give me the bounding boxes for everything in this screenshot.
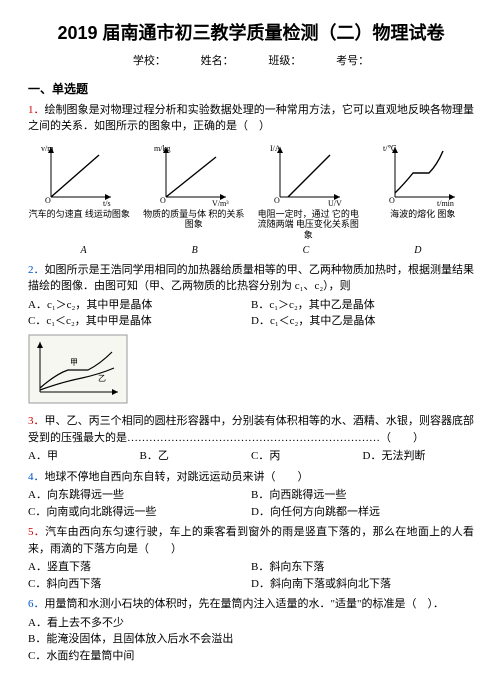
q4-opt-c: 向南或向北跳得远一些 — [46, 506, 156, 518]
q4-opt-a-key: A． — [28, 489, 47, 501]
q4-opt-d: 向任何方向跳都一样远 — [270, 506, 380, 518]
q2-opt-d: c₁＜c₂，其中乙是晶体 — [270, 315, 375, 327]
meta-exam: 考号： — [336, 55, 369, 67]
meta-class: 班级： — [268, 55, 301, 67]
q4-opt-a: 向东跳得远一些 — [47, 489, 124, 501]
svg-text:乙: 乙 — [98, 374, 106, 383]
q3-opt-a: A．甲 — [28, 448, 140, 465]
q5-text: 汽车由西向东匀速行驶，车上的乘客看到窗外的雨是竖直下落的，那么在地面上的人看来，… — [28, 526, 474, 555]
q4-opt-b: 向西跳得远一些 — [269, 489, 346, 501]
q2-opt-c: c₁＜c₂，其中甲是晶体 — [46, 315, 151, 327]
q5-opt-b: 斜向东下落 — [269, 561, 324, 573]
q6-opt-c: 水面约在量筒中间 — [46, 650, 134, 662]
q6-opt-a: 看上去不多不少 — [47, 617, 124, 629]
q4-opt-c-key: C． — [28, 506, 46, 518]
meta-name: 姓名： — [201, 55, 234, 67]
label-d: D — [414, 243, 421, 258]
graph-b: m/kg V/m³ O 物质的质量与体 积的关系图象 — [142, 141, 245, 241]
meta-row: 学校： 姓名： 班级： 考号： — [28, 53, 474, 70]
q6-opt-c-key: C． — [28, 650, 46, 662]
q3-options: A．甲 B．乙 C．丙 D．无法判断 — [28, 448, 474, 465]
q4-options: A．向东跳得远一些 B．向西跳得远一些 C．向南或向北跳得远一些 D．向任何方向… — [28, 487, 474, 520]
svg-text:O: O — [274, 196, 280, 205]
q6-opt-b-key: B． — [28, 633, 46, 645]
q1-abcd: A B C D — [28, 243, 474, 258]
q3-opt-b: B．乙 — [140, 448, 252, 465]
question-4: 4．地球不停地自西向东自转，对跳远运动员来讲（ ） — [28, 469, 474, 486]
q5-options: A．竖直下落 B．斜向东下落 C．斜向西下落 D．斜向南下落或斜向北下落 — [28, 559, 474, 592]
page-title: 2019 届南通市初三教学质量检测（二）物理试卷 — [28, 20, 474, 47]
question-5: 5．汽车由西向东匀速行驶，车上的乘客看到窗外的雨是竖直下落的，那么在地面上的人看… — [28, 524, 474, 557]
q2-options: A．c₁＞c₂，其中甲是晶体 B．c₁＞c₂，其中乙是晶体 C．c₁＜c₂，其中… — [28, 297, 474, 330]
graph-b-caption: 物质的质量与体 积的关系图象 — [142, 209, 245, 237]
q3-text: 甲、乙、丙三个相同的圆柱形容器中，分别装有体积相等的水、酒精、水银，则容器底部受… — [28, 415, 474, 444]
svg-text:t/min: t/min — [437, 199, 454, 207]
q5-opt-a-key: A． — [28, 561, 47, 573]
q3-number: 3． — [28, 415, 45, 427]
svg-text:m/kg: m/kg — [154, 144, 170, 153]
svg-text:I/A: I/A — [270, 144, 281, 153]
q5-opt-b-key: B． — [251, 561, 269, 573]
svg-text:O: O — [160, 196, 166, 205]
q2-opt-a: c₁＞c₂，其中甲是晶体 — [47, 299, 152, 311]
svg-text:v/m: v/m — [41, 144, 54, 153]
graph-a: v/m t/s O 汽车的匀速直 线运动图象 — [28, 141, 131, 241]
q5-opt-c: 斜向西下落 — [46, 578, 101, 590]
svg-text:O: O — [389, 196, 395, 205]
question-2: 2．如图所示是王浩同学用相同的加热器给质量相等的甲、乙两种物质加热时，根据测量结… — [28, 262, 474, 295]
graph-d: t/℃ t/min O 海波的熔化 图象 — [371, 141, 474, 241]
q6-opt-b: 能淹没固体，且固体放入后水不会溢出 — [46, 633, 233, 645]
q1-text: 绘制图象是对物理过程分析和实验数据处理的一种常用方法，它可以直观地反映各物理量之… — [28, 104, 474, 133]
svg-text:V/m³: V/m³ — [212, 199, 229, 207]
q3-opt-c: C．丙 — [251, 448, 363, 465]
svg-text:t/s: t/s — [103, 199, 111, 207]
q4-number: 4． — [28, 471, 45, 483]
label-b: B — [192, 243, 198, 258]
q2-opt-b: c₁＞c₂，其中乙是晶体 — [269, 299, 374, 311]
q6-text: 用量筒和水测小石块的体积时，先在量筒内注入适量的水．"适量"的标准是（ ）． — [45, 598, 444, 610]
graph-a-caption: 汽车的匀速直 线运动图象 — [28, 209, 131, 237]
q5-opt-d-key: D． — [251, 578, 270, 590]
svg-text:t/℃: t/℃ — [383, 144, 396, 153]
q2-opt-c-key: C． — [28, 315, 46, 327]
q6-opt-a-key: A． — [28, 617, 47, 629]
graph-c: I/A U/V O 电阻一定时，通过 它的电流随两端 电压变化关系图象 — [257, 141, 360, 241]
q6-options: A．看上去不多不少 B．能淹没固体，且固体放入后水不会溢出 C．水面约在量筒中间 — [28, 615, 474, 665]
svg-text:U/V: U/V — [328, 199, 342, 207]
q5-opt-a: 竖直下落 — [47, 561, 91, 573]
section-heading: 一、单选题 — [28, 80, 474, 98]
q4-opt-d-key: D． — [251, 506, 270, 518]
q6-number: 6． — [28, 598, 45, 610]
q2-opt-d-key: D． — [251, 315, 270, 327]
label-a: A — [80, 243, 86, 258]
question-1: 1．绘制图象是对物理过程分析和实验数据处理的一种常用方法，它可以直观地反映各物理… — [28, 102, 474, 135]
q2-opt-b-key: B． — [251, 299, 269, 311]
q5-opt-c-key: C． — [28, 578, 46, 590]
q1-number: 1． — [28, 104, 45, 116]
graph-d-caption: 海波的熔化 图象 — [371, 209, 474, 237]
question-6: 6．用量筒和水测小石块的体积时，先在量筒内注入适量的水．"适量"的标准是（ ）． — [28, 596, 474, 613]
q5-number: 5． — [28, 526, 45, 538]
q2-text: 如图所示是王浩同学用相同的加热器给质量相等的甲、乙两种物质加热时，根据测量结果描… — [28, 264, 474, 293]
q5-opt-d: 斜向南下落或斜向北下落 — [270, 578, 391, 590]
q2-opt-a-key: A． — [28, 299, 47, 311]
svg-text:O: O — [45, 196, 51, 205]
question-3: 3．甲、乙、丙三个相同的圆柱形容器中，分别装有体积相等的水、酒精、水银，则容器底… — [28, 413, 474, 446]
meta-school: 学校： — [133, 55, 166, 67]
q2-number: 2． — [28, 264, 45, 276]
q4-opt-b-key: B． — [251, 489, 269, 501]
q4-text: 地球不停地自西向东自转，对跳远运动员来讲（ ） — [45, 471, 309, 483]
label-c: C — [303, 243, 310, 258]
svg-text:甲: 甲 — [70, 358, 78, 367]
graph-c-caption: 电阻一定时，通过 它的电流随两端 电压变化关系图象 — [257, 209, 360, 241]
q1-graphs: v/m t/s O 汽车的匀速直 线运动图象 m/kg V/m³ O 物质的质量… — [28, 141, 474, 241]
q3-opt-d: D．无法判断 — [363, 448, 475, 465]
q2-figure: 甲 乙 — [28, 334, 474, 410]
